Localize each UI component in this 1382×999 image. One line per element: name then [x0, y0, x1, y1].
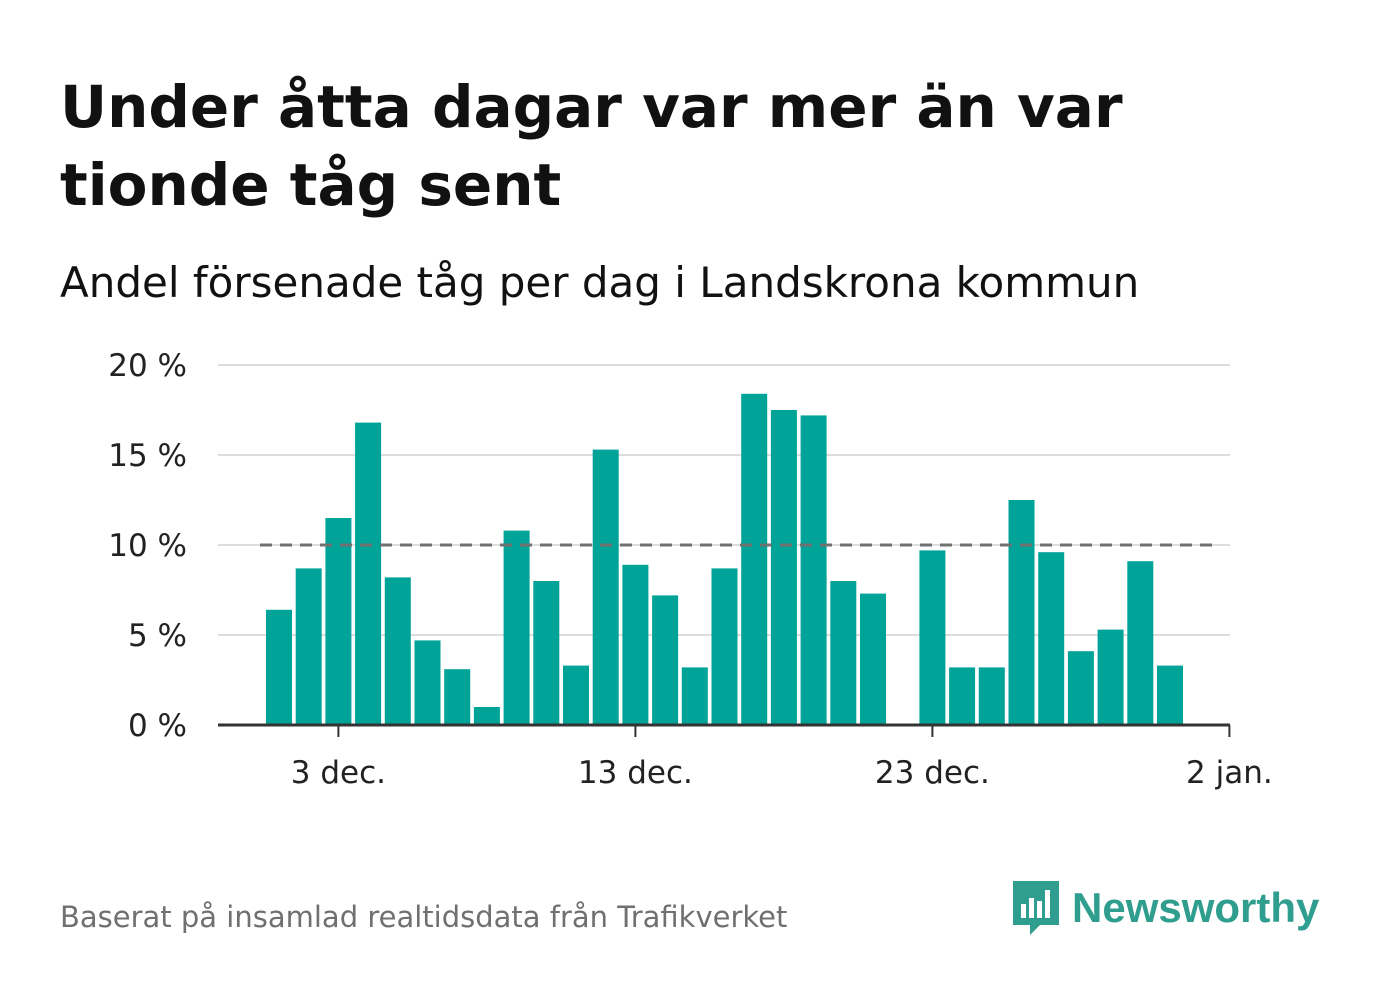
- bar: [949, 667, 976, 725]
- bar: [1097, 629, 1124, 725]
- x-axis: 3 dec. 13 dec. 23 dec. 2 jan.: [218, 723, 1273, 791]
- bar: [473, 707, 500, 725]
- bar: [563, 665, 589, 725]
- bar: [978, 667, 1005, 725]
- chart-title: Under åtta dagar var mer än var tionde t…: [60, 73, 1123, 219]
- brand-name: Newsworthy: [1072, 884, 1320, 931]
- bar: [325, 518, 352, 725]
- newsworthy-logo-icon: [1013, 881, 1059, 935]
- y-tick-label: 0 %: [128, 708, 187, 744]
- bar: [830, 581, 857, 725]
- bar: [741, 393, 768, 725]
- y-tick-label: 10 %: [108, 528, 187, 564]
- bar: [711, 568, 738, 725]
- bar: [1008, 500, 1035, 725]
- y-axis-ticks: 0 % 5 % 10 % 15 % 20 %: [108, 348, 187, 744]
- bar: [503, 530, 530, 725]
- bar: [652, 595, 679, 725]
- bar: [592, 449, 619, 725]
- bars: [266, 393, 1183, 725]
- bar: [1157, 665, 1183, 725]
- x-tick-label: 23 dec.: [875, 755, 990, 791]
- bar-chart: 0 % 5 % 10 % 15 % 20 % 3 dec. 13 dec. 23 dec. 2…: [108, 348, 1273, 791]
- y-tick-label: 20 %: [108, 348, 187, 384]
- brand-logo: Newsworthy: [1010, 878, 1319, 938]
- bar: [414, 640, 441, 725]
- bar: [1067, 651, 1094, 725]
- bar: [266, 609, 292, 725]
- bar: [355, 422, 382, 725]
- bar: [800, 415, 827, 725]
- bar: [770, 410, 797, 725]
- x-tick-label: 13 dec.: [578, 755, 693, 791]
- bar: [681, 667, 708, 725]
- x-tick-label: 3 dec.: [291, 755, 386, 791]
- source-note: Baserat på insamlad realtidsdata från Tr…: [60, 900, 788, 934]
- chart-subtitle: Andel försenade tåg per dag i Landskrona…: [60, 258, 1140, 307]
- bar: [533, 581, 560, 725]
- bar: [860, 593, 886, 725]
- y-tick-label: 15 %: [108, 438, 187, 474]
- x-tick-label: 2 jan.: [1186, 755, 1273, 791]
- bar: [1038, 552, 1065, 725]
- bar: [295, 568, 322, 725]
- bar: [622, 564, 649, 725]
- bar: [384, 577, 411, 725]
- bar: [444, 669, 471, 725]
- bar: [919, 550, 946, 725]
- y-tick-label: 5 %: [128, 618, 187, 654]
- bar: [1127, 561, 1154, 725]
